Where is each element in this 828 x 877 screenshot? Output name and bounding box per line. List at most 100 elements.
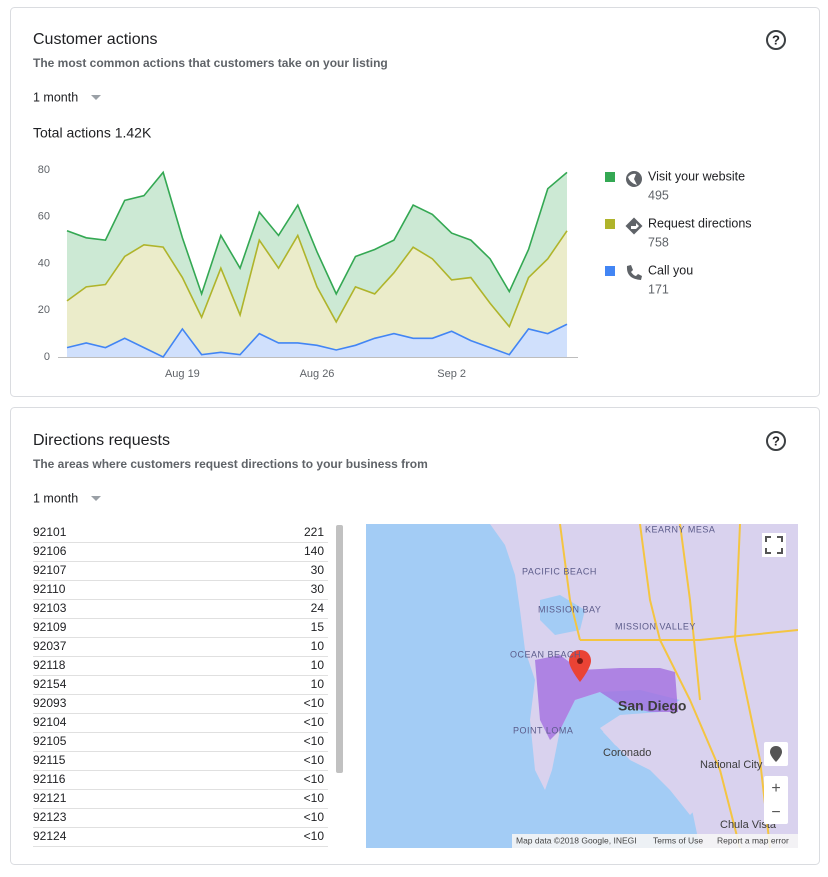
map-pin[interactable] xyxy=(569,650,591,682)
zip-code: 92115 xyxy=(33,753,66,767)
legend-swatch xyxy=(605,172,615,182)
zip-code: 92123 xyxy=(33,810,67,824)
coronado xyxy=(603,716,705,815)
help-icon[interactable]: ? xyxy=(766,30,786,50)
card-title: Customer actions xyxy=(33,31,158,48)
report-link[interactable]: Report a map error xyxy=(717,835,789,845)
terms-link[interactable]: Terms of Use xyxy=(653,835,703,845)
map-label: Coronado xyxy=(603,747,651,759)
area xyxy=(67,230,567,357)
zip-code: 92107 xyxy=(33,563,67,577)
request-count: <10 xyxy=(304,734,325,748)
dropdown-arrow[interactable] xyxy=(91,95,101,100)
request-count: 10 xyxy=(311,677,325,691)
zip-code: 92106 xyxy=(33,544,67,558)
request-count: 140 xyxy=(304,544,324,558)
zip-code: 92110 xyxy=(33,582,66,596)
line xyxy=(66,323,568,359)
area xyxy=(67,172,567,327)
y-tick-label: 40 xyxy=(38,257,50,269)
table-row: 92154 10 xyxy=(33,677,328,695)
request-count: <10 xyxy=(304,772,325,786)
help-circle[interactable] xyxy=(766,431,786,451)
map-label: KEARNY MESA xyxy=(645,524,715,534)
table-row: 92093 <10 xyxy=(33,696,328,714)
request-count: 10 xyxy=(311,658,325,672)
legend-total: 171 xyxy=(648,282,669,296)
legend-icon xyxy=(628,173,637,185)
x-tick-label: Sep 2 xyxy=(437,368,466,380)
table-row: 92107 30 xyxy=(33,563,328,581)
table-row: 92121 <10 xyxy=(33,791,328,809)
card xyxy=(10,7,820,397)
legend-total: 495 xyxy=(648,188,669,202)
help-icon[interactable]: ? xyxy=(766,431,786,451)
legend-swatch xyxy=(605,219,615,229)
legend-label: Visit your website xyxy=(648,169,745,183)
zip-code: 92105 xyxy=(33,734,67,748)
y-tick-label: 60 xyxy=(38,211,50,223)
map[interactable]: KEARNY MESA PACIFIC BEACH MISSION BAY MI… xyxy=(366,524,798,848)
dropdown-arrow[interactable] xyxy=(91,496,101,501)
table-row: 92123 <10 xyxy=(33,810,328,828)
request-count: <10 xyxy=(304,715,325,729)
help-mark[interactable]: ? xyxy=(772,32,780,47)
request-count: <10 xyxy=(304,829,325,843)
table-row: 92105 <10 xyxy=(33,734,328,752)
map-label: OCEAN BEACH xyxy=(510,649,581,659)
map-attribution: Map data ©2018 Google, INEGI xyxy=(516,835,637,845)
period-dropdown[interactable]: 1 month xyxy=(33,90,78,104)
zip-code: 92093 xyxy=(33,696,67,710)
zoom-out[interactable]: − xyxy=(771,804,780,821)
legend-total: 758 xyxy=(648,235,669,249)
total-actions: Total actions 1.42K xyxy=(33,125,152,141)
table-row: 92106 140 xyxy=(33,544,328,562)
table-row: 92103 24 xyxy=(33,601,328,619)
help-circle[interactable] xyxy=(766,30,786,50)
legend-entry: Call you 171 xyxy=(605,263,693,296)
x-tick-label: Aug 26 xyxy=(300,368,335,380)
table-row: 92101 221 xyxy=(33,525,328,543)
card-title: Directions requests xyxy=(33,432,170,449)
legend-swatch xyxy=(605,266,615,276)
period-dropdown[interactable]: 1 month xyxy=(33,491,78,505)
x-tick-label: Aug 19 xyxy=(165,368,200,380)
table-row: 92110 30 xyxy=(33,582,328,600)
y-tick-label: 0 xyxy=(44,351,50,363)
legend-entry: Visit your website 495 xyxy=(605,169,745,202)
help-mark[interactable]: ? xyxy=(772,433,780,448)
map-label: MISSION BAY xyxy=(538,604,601,614)
legend-icon xyxy=(631,223,639,229)
table-row: 92104 <10 xyxy=(33,715,328,733)
legend-label: Call you xyxy=(648,263,693,277)
request-count: 221 xyxy=(304,525,324,539)
fullscreen-icon[interactable] xyxy=(765,536,783,554)
area xyxy=(67,324,567,357)
legend-entry: Request directions 758 xyxy=(605,216,752,249)
line xyxy=(66,230,568,329)
card-subtitle: The areas where customers request direct… xyxy=(33,457,428,471)
request-count: 10 xyxy=(311,639,325,653)
request-count: 15 xyxy=(311,620,325,634)
request-count: 24 xyxy=(311,601,325,615)
request-count: <10 xyxy=(304,810,325,824)
y-tick-label: 20 xyxy=(38,304,50,316)
legend-icon xyxy=(626,265,642,280)
pegman-icon[interactable] xyxy=(770,746,782,762)
zip-code: 92124 xyxy=(33,829,67,843)
table-row: 92115 <10 xyxy=(33,753,328,771)
table-row: 92116 <10 xyxy=(33,772,328,790)
zip-code: 92154 xyxy=(33,677,67,691)
map-label: National City xyxy=(700,759,763,771)
y-tick-label: 80 xyxy=(38,164,50,176)
zoom-control[interactable] xyxy=(764,776,788,824)
zip-code: 92121 xyxy=(33,791,67,805)
scrollbar[interactable] xyxy=(336,525,343,773)
zip-code: 92037 xyxy=(33,639,67,653)
request-count: 30 xyxy=(311,563,325,577)
zoom-in[interactable]: + xyxy=(771,780,780,797)
mission-bay xyxy=(540,595,585,635)
zip-code: 92103 xyxy=(33,601,67,615)
